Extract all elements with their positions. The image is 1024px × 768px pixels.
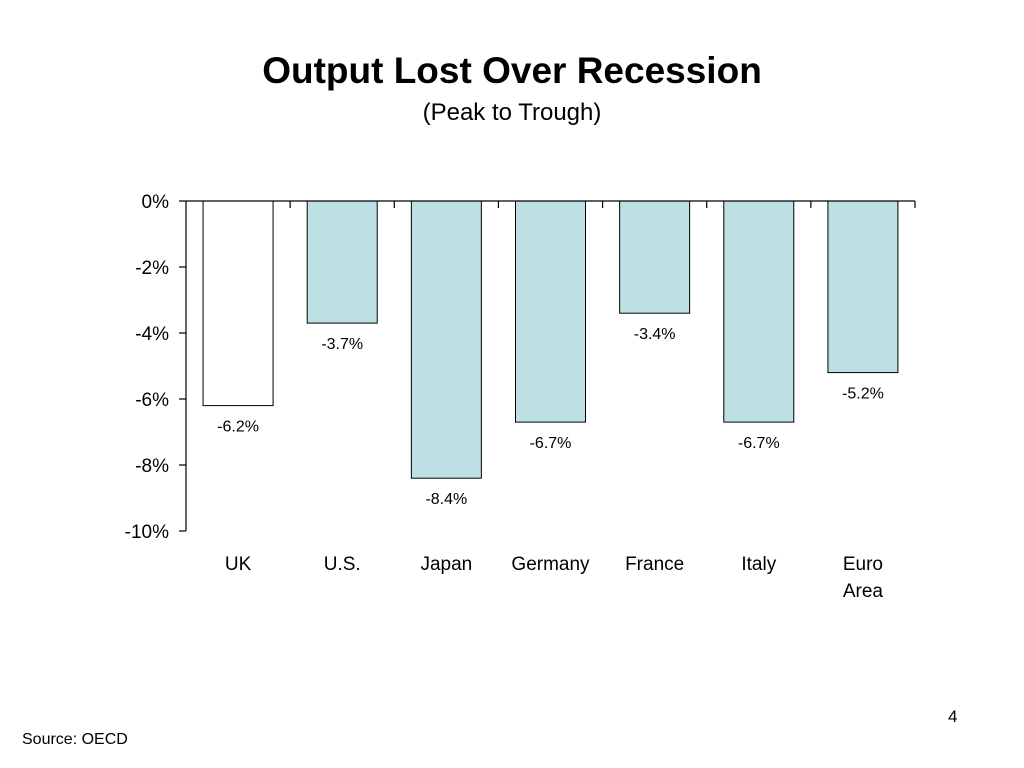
y-tick-label: -10% [125, 522, 169, 543]
data-label: -6.2% [217, 419, 259, 436]
y-tick-label: -4% [135, 324, 169, 345]
page-number: 4 [948, 707, 958, 726]
source-note: Source: OECD [22, 731, 128, 748]
category-label: U.S. [324, 554, 361, 575]
chart-title: Output Lost Over Recession [262, 50, 762, 91]
bar [515, 200, 586, 423]
bar [306, 200, 378, 324]
category-label: Japan [420, 554, 472, 575]
bar [619, 200, 691, 314]
category-label: Euro [843, 554, 883, 575]
category-label: France [625, 554, 684, 575]
data-label: -5.2% [842, 386, 884, 403]
bar [723, 200, 795, 423]
y-tick-label: 0% [142, 192, 170, 213]
category-label: Germany [511, 554, 590, 575]
bar [410, 200, 482, 479]
data-label: -3.7% [321, 336, 363, 353]
data-label: -6.7% [738, 435, 780, 452]
y-tick-label: -6% [135, 390, 169, 411]
chart-subtitle: (Peak to Trough) [422, 99, 602, 126]
category-label: Area [843, 581, 884, 602]
category-label: UK [225, 554, 252, 575]
y-tick-label: -2% [135, 258, 169, 279]
y-tick-label: -8% [135, 456, 169, 477]
bar [827, 200, 899, 374]
category-label: Italy [741, 554, 776, 575]
data-label: -6.7% [530, 435, 572, 452]
data-label: -8.4% [425, 491, 467, 508]
bar [202, 200, 274, 407]
data-label: -3.4% [634, 326, 676, 343]
